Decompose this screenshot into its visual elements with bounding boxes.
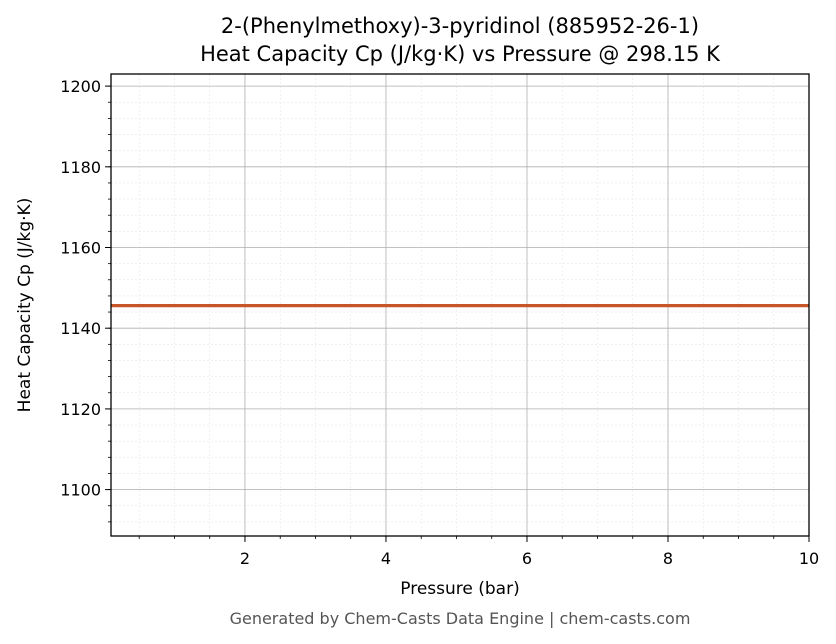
x-tick-label: 10 [799, 549, 819, 568]
axis-ticks [105, 85, 810, 542]
chart-title: 2-(Phenylmethoxy)-3-pyridinol (885952-26… [221, 14, 699, 38]
tick-labels: 2 4 6 8 10 1100 1120 1140 1160 1180 1200 [60, 77, 819, 568]
x-tick-label: 6 [522, 549, 532, 568]
plot-frame [110, 73, 810, 537]
chart-subtitle: Heat Capacity Cp (J/kg·K) vs Pressure @ … [200, 42, 721, 66]
x-tick-label: 8 [663, 549, 673, 568]
y-tick-label: 1140 [60, 319, 101, 338]
y-tick-label: 1100 [60, 481, 101, 500]
y-tick-label: 1200 [60, 77, 101, 96]
footer-credit: Generated by Chem-Casts Data Engine | ch… [230, 609, 691, 628]
x-tick-label: 4 [381, 549, 391, 568]
x-axis-label: Pressure (bar) [400, 579, 519, 599]
y-tick-label: 1120 [60, 400, 101, 419]
x-tick-label: 2 [240, 549, 250, 568]
y-axis-label: Heat Capacity Cp (J/kg·K) [15, 198, 35, 413]
y-tick-label: 1180 [60, 158, 101, 177]
y-tick-label: 1160 [60, 239, 101, 258]
